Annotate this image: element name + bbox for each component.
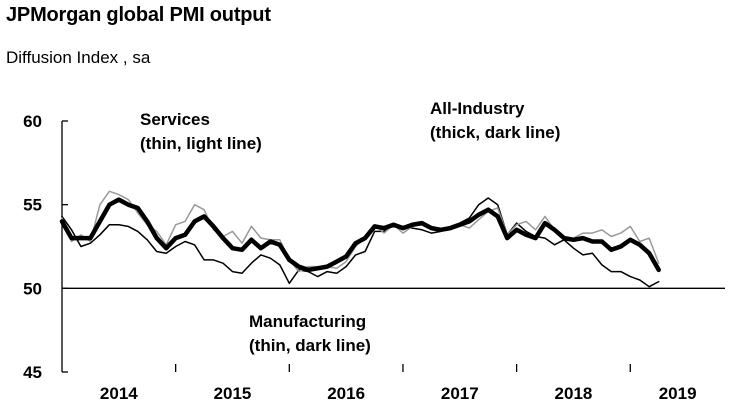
- year-label: 2019: [659, 384, 697, 403]
- year-label: 2014: [100, 384, 138, 403]
- year-label: 2017: [441, 384, 479, 403]
- series-line-all-industry: [59, 197, 661, 273]
- chart-subtitle: Diffusion Index , sa: [6, 48, 151, 67]
- annotation-all-industry-style: (thick, dark line): [430, 123, 560, 142]
- annotation-services-style: (thin, light line): [140, 134, 262, 153]
- series-line-manufacturing: [61, 197, 660, 288]
- year-label: 2016: [327, 384, 365, 403]
- year-label: 2018: [555, 384, 593, 403]
- chart-annotations: Services (thin, light line) All-Industry (t…: [140, 99, 560, 355]
- chart-series: [59, 190, 661, 288]
- y-tick-label: 45: [23, 363, 42, 382]
- y-tick-label: 50: [23, 279, 42, 298]
- annotation-manufacturing-name: Manufacturing: [249, 312, 366, 331]
- chart-title: JPMorgan global PMI output: [6, 4, 271, 26]
- year-label: 2015: [214, 384, 252, 403]
- annotation-services-name: Services: [140, 110, 210, 129]
- annotation-all-industry-name: All-Industry: [430, 99, 525, 118]
- y-tick-label: 60: [23, 112, 42, 131]
- y-tick-label: 55: [23, 196, 42, 215]
- chart-axes: 45 50 55 60 2014 2015 2016 2017 2018 2019: [23, 112, 725, 403]
- annotation-manufacturing-style: (thin, dark line): [249, 336, 371, 355]
